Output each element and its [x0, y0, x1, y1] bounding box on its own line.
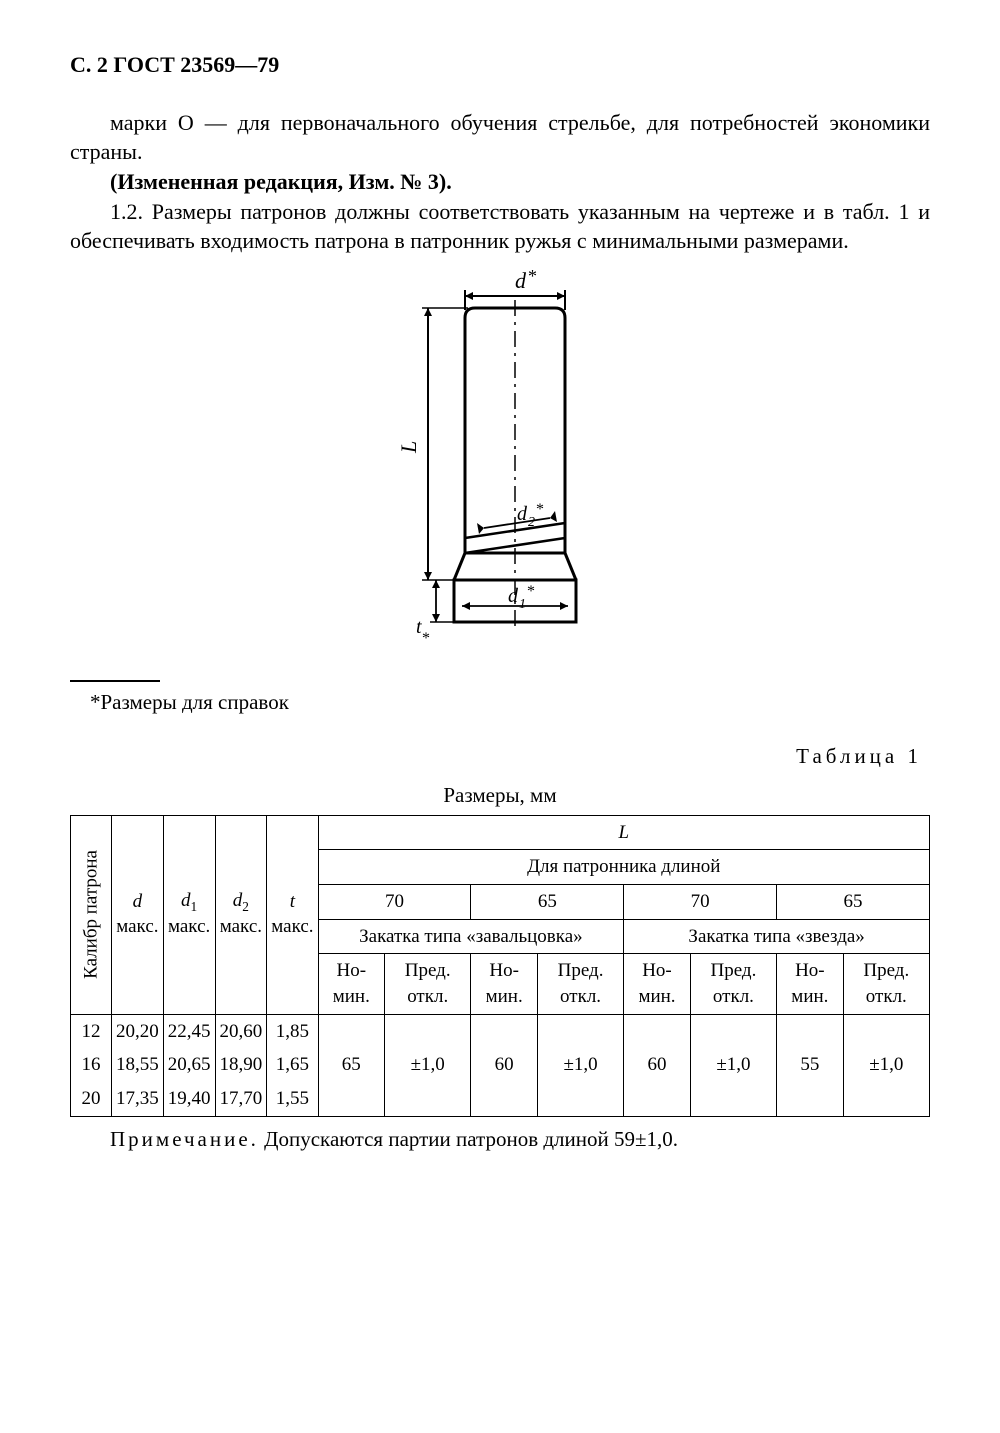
col-nomin: Но-мин.	[471, 954, 537, 1014]
col-pred: Пред. откл.	[537, 954, 623, 1014]
svg-text:d: d	[515, 268, 527, 293]
cartridge-diagram: d * d 2 *	[70, 268, 930, 676]
table-row: 12 20,20 22,45 20,60 1,85 65 ±1,0 60 ±1,…	[71, 1014, 930, 1048]
col-crimp-roll: Закатка типа «завальцовка»	[318, 919, 624, 954]
col-70b: 70	[624, 885, 777, 920]
col-d2: d2макс.	[215, 815, 267, 1014]
table-label: Таблица 1	[70, 742, 930, 770]
dimensions-table: Калибр патрона dмакс. d1макс. d2макс. tм…	[70, 815, 930, 1117]
col-nomin: Но-мин.	[318, 954, 384, 1014]
document-page: С. 2 ГОСТ 23569—79 марки О — для первона…	[0, 0, 1000, 1433]
svg-text:d: d	[517, 503, 528, 525]
col-d: dмакс.	[112, 815, 164, 1014]
col-d1: d1макс.	[163, 815, 215, 1014]
col-L: L	[318, 815, 929, 850]
svg-text:2: 2	[528, 515, 535, 530]
svg-text:*: *	[527, 583, 535, 600]
col-nomin: Но-мин.	[624, 954, 690, 1014]
col-t: tмакс.	[267, 815, 318, 1014]
col-crimp-star: Закатка типа «звезда»	[624, 919, 930, 954]
svg-text:*: *	[528, 268, 537, 286]
paragraph-2: (Измененная редакция, Изм. № 3).	[70, 167, 930, 197]
svg-text:*: *	[536, 501, 544, 518]
col-for-chamber: Для патронника длиной	[318, 850, 929, 885]
footnote-rule	[70, 680, 160, 682]
svg-text:*: *	[422, 630, 430, 647]
table-note: Примечание. Допускаются партии патронов …	[70, 1125, 930, 1153]
paragraph-1: марки О — для первоначального обучения с…	[70, 108, 930, 167]
table-title: Размеры, мм	[70, 781, 930, 809]
paragraph-3: 1.2. Размеры патронов должны соответство…	[70, 197, 930, 256]
col-65b: 65	[777, 885, 930, 920]
col-70a: 70	[318, 885, 471, 920]
col-nomin: Но-мин.	[777, 954, 843, 1014]
page-header: С. 2 ГОСТ 23569—79	[70, 50, 930, 80]
col-pred: Пред. откл.	[843, 954, 929, 1014]
svg-text:1: 1	[519, 597, 526, 612]
col-65a: 65	[471, 885, 624, 920]
col-pred: Пред. откл.	[690, 954, 776, 1014]
footnote: *Размеры для справок	[90, 688, 930, 716]
svg-text:d: d	[508, 585, 519, 607]
diagram-svg: d * d 2 *	[350, 268, 650, 668]
col-caliber: Калибр патрона	[71, 815, 112, 1014]
svg-text:L: L	[396, 441, 421, 454]
col-pred: Пред. откл.	[385, 954, 471, 1014]
